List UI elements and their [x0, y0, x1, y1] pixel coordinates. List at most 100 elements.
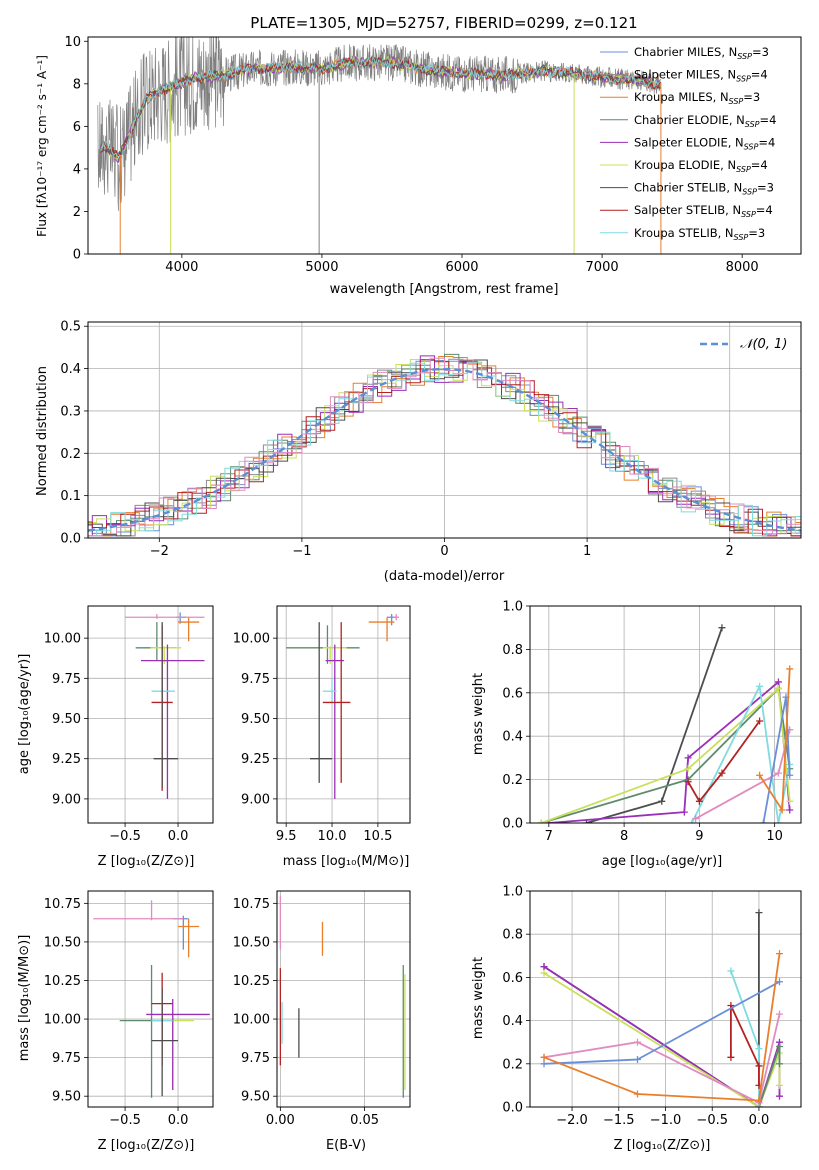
x-tick-label: 2: [726, 544, 734, 559]
y-tick-label: 10.00: [233, 632, 270, 647]
legend-entry: Chabrier MILES, NSSP=3: [634, 45, 769, 61]
x-tick-label: −2.0: [556, 1113, 588, 1128]
weight-series-line: [543, 965, 781, 1107]
y-tick-label: 2: [73, 205, 81, 220]
weight-point-marker: [755, 1062, 763, 1070]
weight-point-marker: [684, 754, 692, 762]
mass-z-ylabel: mass [log₁₀(M/M⊙)]: [17, 935, 32, 1062]
y-tick-label: 0.4: [502, 730, 523, 745]
weight-series-line: [730, 1004, 760, 1086]
y-tick-label: 0.3: [60, 404, 81, 419]
weight-point-marker: [658, 797, 666, 805]
x-tick-label: 0.05: [350, 1113, 379, 1128]
weight-point-marker: [633, 1090, 641, 1098]
axes-frame: [276, 890, 411, 1108]
spectrum-title: PLATE=1305, MJD=52757, FIBERID=0299, z=0…: [250, 14, 637, 32]
weight-series-line: [543, 1013, 781, 1104]
y-tick-label: 9.75: [241, 672, 270, 687]
weight-point-marker: [778, 806, 786, 814]
weight-data: [537, 624, 794, 823]
x-tick-label: 10.5: [363, 829, 392, 844]
errorbar-data: [125, 612, 205, 799]
weight-point-marker: [774, 678, 782, 686]
x-tick-label: 5000: [305, 260, 338, 275]
weight-point-marker: [755, 1045, 763, 1053]
legend-entry: Kroupa STELIB, NSSP=3: [634, 226, 765, 242]
weight-series-line: [586, 627, 723, 823]
weight-point-marker: [684, 778, 692, 786]
weight-point-marker: [755, 909, 763, 917]
axes-frame: [87, 890, 214, 1108]
y-tick-label: 10.75: [233, 897, 270, 912]
weight-series-line: [540, 687, 791, 823]
weight-point-marker: [680, 808, 688, 816]
y-tick-label: 9.75: [52, 1051, 81, 1066]
y-tick-label: 0.6: [502, 686, 523, 701]
weight-point-marker: [756, 682, 764, 690]
model-spectrum-line: [100, 55, 662, 157]
y-tick-label: 10.50: [44, 935, 81, 950]
legend-entry: Chabrier ELODIE, NSSP=4: [634, 113, 776, 129]
weight-vs-age-plot: age [log₁₀(age/yr)] mass weight 7 8 9 10 0.0…: [471, 600, 802, 869]
y-tick-label: 0.0: [502, 1101, 523, 1116]
y-tick-label: 9.00: [241, 792, 270, 807]
x-tick-label: −1: [292, 544, 311, 559]
weight-z-ylabel: mass weight: [471, 957, 486, 1039]
y-tick-label: 1.0: [502, 600, 523, 615]
axes-frame: [529, 605, 802, 824]
y-tick-label: 10.00: [233, 1013, 270, 1028]
age-vs-metallicity-plot: Z [log₁₀(Z/Z⊙)] age [log₁₀(age/yr)] −0.5…: [17, 605, 214, 869]
legend-entry: 𝒩(0, 1): [740, 337, 787, 352]
weight-series-line: [690, 685, 791, 823]
weight-point-marker: [633, 1038, 641, 1046]
y-tick-label: 9.75: [241, 1051, 270, 1066]
y-tick-label: 10.00: [44, 632, 81, 647]
y-tick-label: 0.8: [502, 928, 523, 943]
y-tick-label: 1.0: [502, 885, 523, 900]
x-tick-label: 0.0: [168, 829, 189, 844]
weight-point-marker: [776, 1010, 784, 1018]
spectrum-xlabel: wavelength [Angstrom, rest frame]: [330, 282, 559, 297]
age-z-ylabel: age [log₁₀(age/yr)]: [17, 654, 32, 775]
weight-series-line: [541, 687, 791, 823]
y-tick-label: 9.00: [52, 792, 81, 807]
mass-z-xlabel: Z [log₁₀(Z/Z⊙)]: [98, 1138, 195, 1153]
y-tick-label: 4: [73, 162, 81, 177]
legend-entry: Salpeter ELODIE, NSSP=4: [634, 135, 775, 151]
y-tick-label: 0: [73, 248, 81, 263]
weight-point-marker: [756, 717, 764, 725]
x-tick-label: 10: [766, 829, 783, 844]
weight-point-marker: [540, 1053, 548, 1061]
weight-point-marker: [718, 769, 726, 777]
weight-point-marker: [776, 950, 784, 958]
legend-entry: Salpeter STELIB, NSSP=4: [634, 203, 773, 219]
x-tick-label: −1.0: [650, 1113, 682, 1128]
y-tick-label: 0.6: [502, 971, 523, 986]
y-tick-label: 6: [73, 120, 81, 135]
residuals-xlabel: (data-model)/error: [384, 569, 505, 584]
y-tick-label: 0.4: [502, 1014, 523, 1029]
x-tick-label: 9: [695, 829, 703, 844]
weight-point-marker: [786, 665, 794, 673]
mass-vs-reddening-plot: E(B-V) 0.00 0.05 9.50 9.75 10.00 10.25 10.50 10…: [233, 890, 411, 1153]
axes-frame: [87, 321, 802, 539]
weight-point-marker: [786, 771, 794, 779]
weight-point-marker: [727, 967, 735, 975]
weight-point-marker: [774, 769, 782, 777]
weight-age-xlabel: age [log₁₀(age/yr)]: [602, 854, 723, 869]
weight-data: [540, 909, 784, 1107]
y-tick-label: 10.50: [233, 935, 270, 950]
weight-point-marker: [540, 1060, 548, 1068]
y-tick-label: 10.25: [233, 974, 270, 989]
y-tick-label: 9.50: [241, 1090, 270, 1105]
y-tick-label: 10.00: [44, 1013, 81, 1028]
age-z-xlabel: Z [log₁₀(Z/Z⊙)]: [98, 854, 195, 869]
weight-point-marker: [776, 978, 784, 986]
residual-histogram: [88, 359, 801, 534]
weight-series-line: [543, 953, 781, 1102]
y-tick-label: 9.75: [52, 672, 81, 687]
weight-point-marker: [786, 797, 794, 805]
y-tick-label: 9.25: [52, 752, 81, 767]
y-tick-label: 10.25: [44, 974, 81, 989]
weight-point-marker: [755, 1097, 763, 1105]
